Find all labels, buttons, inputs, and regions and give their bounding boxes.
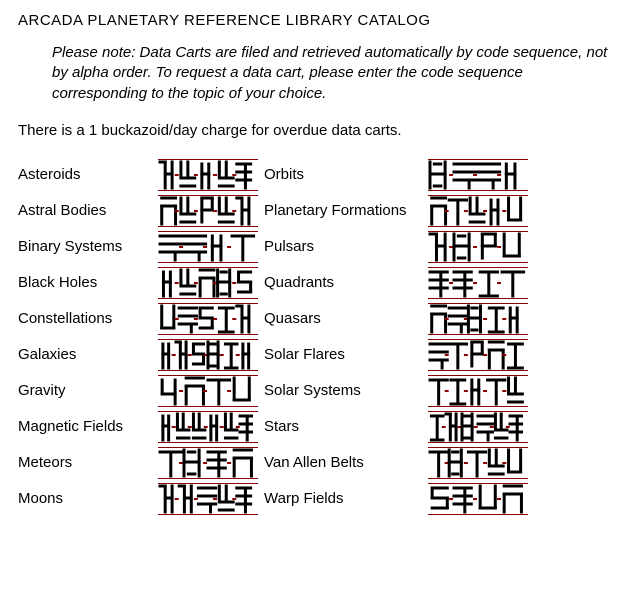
code-glyph bbox=[428, 411, 528, 443]
code-glyph bbox=[158, 411, 258, 443]
code-glyph bbox=[158, 375, 258, 407]
code-glyph bbox=[158, 195, 258, 227]
note-text: Please note: Data Carts are filed and re… bbox=[52, 43, 612, 104]
code-glyph bbox=[158, 231, 258, 263]
code-glyph bbox=[158, 339, 258, 371]
catalog-row: Orbits bbox=[264, 157, 528, 193]
code-glyph bbox=[428, 231, 528, 263]
catalog-table: Asteroids Astral Bodies Binary Systems Blac… bbox=[18, 157, 622, 517]
topic-label: Moons bbox=[18, 490, 158, 507]
topic-label: Quadrants bbox=[264, 274, 428, 291]
code-glyph bbox=[158, 303, 258, 335]
code-glyph bbox=[428, 483, 528, 515]
code-glyph bbox=[428, 195, 528, 227]
catalog-row: Magnetic Fields bbox=[18, 409, 258, 445]
catalog-row: Asteroids bbox=[18, 157, 258, 193]
topic-label: Magnetic Fields bbox=[18, 418, 158, 435]
topic-label: Planetary Formations bbox=[264, 202, 428, 219]
topic-label: Van Allen Belts bbox=[264, 454, 428, 471]
catalog-row: Moons bbox=[18, 481, 258, 517]
topic-label: Quasars bbox=[264, 310, 428, 327]
page-title: ARCADA PLANETARY REFERENCE LIBRARY CATAL… bbox=[18, 12, 622, 29]
code-glyph bbox=[428, 375, 528, 407]
catalog-row: Galaxies bbox=[18, 337, 258, 373]
code-glyph bbox=[158, 159, 258, 191]
catalog-row: Quadrants bbox=[264, 265, 528, 301]
topic-label: Asteroids bbox=[18, 166, 158, 183]
code-glyph bbox=[428, 159, 528, 191]
topic-label: Astral Bodies bbox=[18, 202, 158, 219]
topic-label: Pulsars bbox=[264, 238, 428, 255]
topic-label: Solar Flares bbox=[264, 346, 428, 363]
topic-label: Meteors bbox=[18, 454, 158, 471]
catalog-column-right: Orbits Planetary Formations Pulsars Quadran… bbox=[264, 157, 528, 517]
code-glyph bbox=[428, 267, 528, 299]
catalog-row: Stars bbox=[264, 409, 528, 445]
topic-label: Galaxies bbox=[18, 346, 158, 363]
code-glyph bbox=[158, 267, 258, 299]
code-glyph bbox=[428, 339, 528, 371]
catalog-row: Van Allen Belts bbox=[264, 445, 528, 481]
topic-label: Binary Systems bbox=[18, 238, 158, 255]
code-glyph bbox=[158, 483, 258, 515]
topic-label: Constellations bbox=[18, 310, 158, 327]
topic-label: Solar Systems bbox=[264, 382, 428, 399]
charge-text: There is a 1 buckazoid/day charge for ov… bbox=[18, 122, 622, 139]
topic-label: Black Holes bbox=[18, 274, 158, 291]
catalog-row: Planetary Formations bbox=[264, 193, 528, 229]
topic-label: Stars bbox=[264, 418, 428, 435]
code-glyph bbox=[428, 447, 528, 479]
catalog-row: Binary Systems bbox=[18, 229, 258, 265]
catalog-row: Gravity bbox=[18, 373, 258, 409]
catalog-row: Quasars bbox=[264, 301, 528, 337]
topic-label: Warp Fields bbox=[264, 490, 428, 507]
catalog-column-left: Asteroids Astral Bodies Binary Systems Blac… bbox=[18, 157, 258, 517]
catalog-row: Black Holes bbox=[18, 265, 258, 301]
catalog-row: Meteors bbox=[18, 445, 258, 481]
catalog-row: Constellations bbox=[18, 301, 258, 337]
code-glyph bbox=[158, 447, 258, 479]
catalog-row: Solar Systems bbox=[264, 373, 528, 409]
topic-label: Gravity bbox=[18, 382, 158, 399]
catalog-row: Warp Fields bbox=[264, 481, 528, 517]
code-glyph bbox=[428, 303, 528, 335]
catalog-row: Astral Bodies bbox=[18, 193, 258, 229]
topic-label: Orbits bbox=[264, 166, 428, 183]
catalog-row: Pulsars bbox=[264, 229, 528, 265]
catalog-row: Solar Flares bbox=[264, 337, 528, 373]
